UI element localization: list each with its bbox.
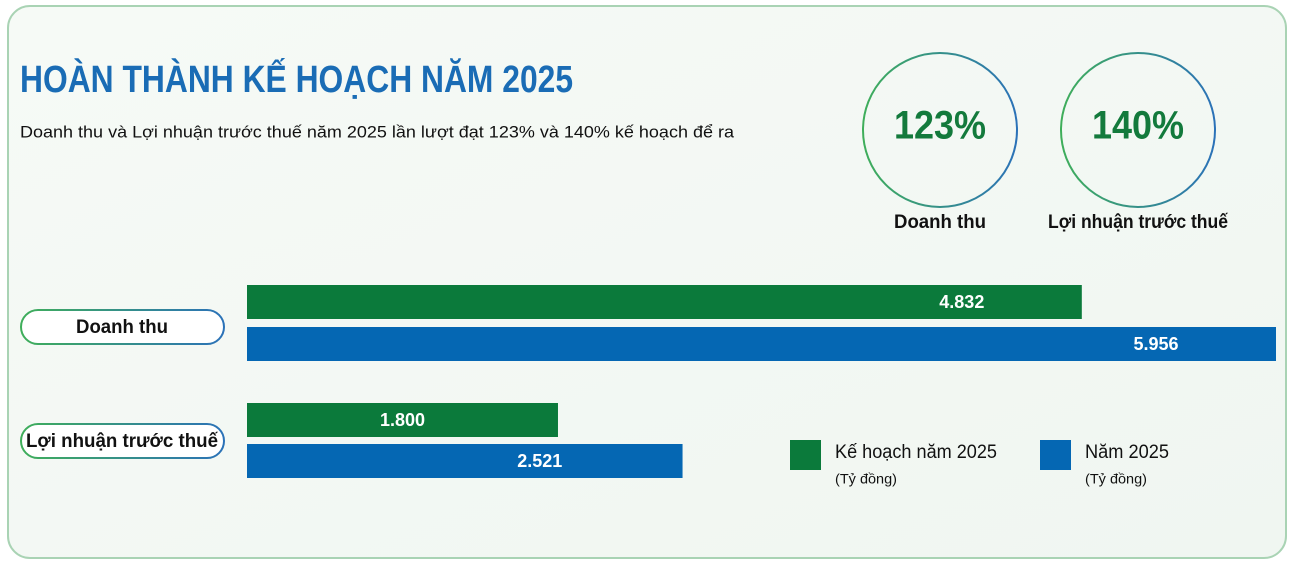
value-label: 5.956	[1133, 334, 1178, 354]
bar	[247, 444, 683, 478]
bar	[247, 327, 1276, 361]
value-label: 4.832	[939, 292, 984, 312]
kpi-label: Lợi nhuận trước thuế	[1048, 212, 1228, 233]
legend-swatch	[1040, 440, 1071, 470]
legend-label: Kế hoạch năm 2025	[835, 442, 997, 463]
bar	[247, 403, 558, 437]
value-label: 1.800	[380, 410, 425, 430]
legend-swatch	[790, 440, 821, 470]
kpi-circle	[1060, 52, 1216, 208]
chart-subtitle: Doanh thu và Lợi nhuận trước thuế năm 20…	[20, 122, 735, 141]
chart-title: HOÀN THÀNH KẾ HOẠCH NĂM 2025	[20, 57, 573, 101]
kpi-value: 140%	[1092, 104, 1184, 148]
legend-label: Năm 2025	[1085, 442, 1169, 463]
legend-unit: (Tỷ đồng)	[1085, 471, 1147, 487]
bar	[247, 285, 1082, 319]
kpi-circle	[862, 52, 1018, 208]
legend-unit: (Tỷ đồng)	[835, 471, 897, 487]
category-pill	[20, 423, 225, 459]
category-label: Doanh thu	[76, 317, 168, 338]
category-label: Lợi nhuận trước thuế	[26, 431, 218, 452]
category-pill	[20, 309, 225, 345]
kpi-value: 123%	[894, 104, 986, 148]
value-label: 2.521	[517, 451, 562, 471]
kpi-label: Doanh thu	[894, 212, 986, 233]
